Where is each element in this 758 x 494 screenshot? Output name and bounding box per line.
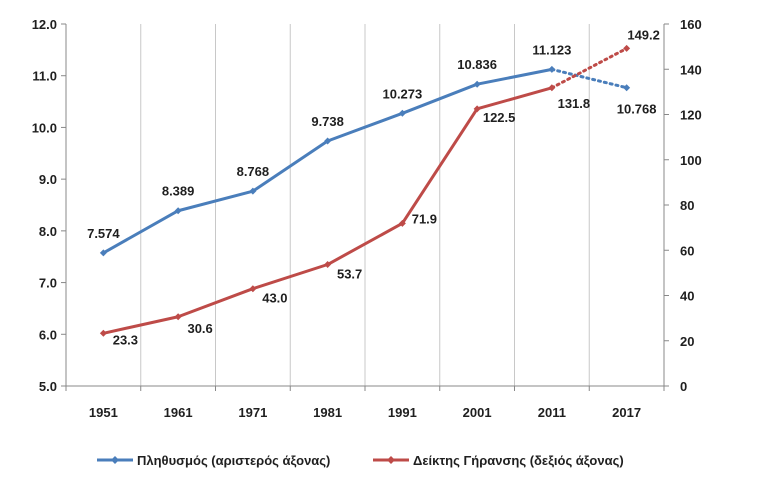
x-tick-label: 1981 (313, 405, 342, 420)
y-axis-right: 0 20 40 60 80 100 120 140 160 (664, 17, 702, 394)
data-label: 71.9 (412, 211, 437, 226)
y-left-tick-label: 7.0 (39, 276, 57, 291)
data-label: 8.389 (162, 184, 195, 199)
x-tick-label: 2011 (538, 405, 566, 420)
data-point (473, 105, 481, 113)
x-tick-label: 2001 (463, 405, 492, 420)
data-point (99, 329, 107, 337)
y-left-tick-label: 9.0 (39, 172, 57, 187)
data-label: 30.6 (187, 321, 212, 336)
data-point (473, 80, 481, 88)
data-label: 7.574 (87, 226, 120, 241)
data-label: 10.836 (457, 57, 497, 72)
data-point (623, 44, 631, 52)
data-point (324, 261, 332, 269)
y-left-tick-label: 10.0 (32, 120, 57, 135)
legend-item-aging-index: Δείκτης Γήρανσης (δεξιός άξονας) (373, 449, 624, 471)
data-point (249, 187, 257, 195)
data-label: 122.5 (483, 110, 516, 125)
x-tick-label: 2017 (612, 405, 641, 420)
data-point (174, 313, 182, 321)
data-label: 149.2 (627, 27, 660, 42)
y-right-tick-label: 20 (680, 334, 694, 349)
data-point (99, 249, 107, 257)
y-left-tick-label: 8.0 (39, 224, 57, 239)
y-left-tick-label: 12.0 (32, 17, 57, 32)
series-line-projection-1 (550, 46, 629, 90)
x-tick-label: 1971 (238, 405, 267, 420)
series-line-projection-0 (550, 67, 629, 90)
data-label: 23.3 (113, 332, 138, 347)
data-label: 9.738 (311, 114, 344, 129)
x-axis: 1951 1961 1971 1981 1991 2001 2011 2017 (65, 386, 665, 420)
y-right-tick-label: 100 (680, 153, 702, 168)
data-label: 8.768 (237, 164, 270, 179)
y-left-tick-label: 11.0 (32, 69, 57, 84)
y-axis-left: 5.0 6.0 7.0 8.0 9.0 10.0 11.0 12.0 (32, 17, 66, 394)
series-group: 7.574 8.389 8.768 9.738 10.273 10.836 11.123 10… (87, 27, 660, 347)
y-right-tick-label: 140 (680, 62, 702, 77)
data-label: 10.273 (382, 86, 422, 101)
data-point (324, 137, 332, 145)
gridlines (140, 24, 590, 386)
y-right-tick-label: 120 (680, 108, 702, 123)
data-label: 11.123 (532, 42, 571, 57)
legend-item-population: Πληθυσμός (αριστερός άξονας) (97, 449, 330, 471)
data-label: 10.768 (617, 102, 657, 117)
data-point (548, 65, 556, 73)
y-right-tick-label: 40 (680, 289, 694, 304)
legend-label-aging-index: Δείκτης Γήρανσης (δεξιός άξονας) (413, 452, 624, 468)
legend: Πληθυσμός (αριστερός άξονας) Δείκτης Γήρ… (0, 449, 758, 471)
legend-label-population: Πληθυσμός (αριστερός άξονας) (137, 452, 331, 468)
x-tick-label: 1951 (89, 405, 118, 420)
y-right-tick-label: 60 (680, 243, 694, 258)
data-label: 131.8 (558, 96, 591, 111)
data-point (174, 207, 182, 215)
data-point (623, 84, 631, 92)
data-point (548, 84, 556, 92)
y-right-tick-label: 160 (680, 17, 702, 32)
data-point (398, 109, 406, 117)
y-right-tick-label: 0 (680, 379, 687, 394)
data-point (249, 285, 257, 293)
legend-swatch-aging-index (373, 456, 409, 464)
data-point (398, 219, 406, 227)
data-label: 43.0 (262, 291, 287, 306)
legend-swatch-population (97, 456, 133, 464)
x-tick-label: 1961 (164, 405, 193, 420)
x-tick-label: 1991 (388, 405, 417, 420)
y-left-tick-label: 5.0 (39, 379, 57, 394)
y-right-tick-label: 80 (680, 198, 694, 213)
y-left-tick-label: 6.0 (39, 327, 57, 342)
data-label: 53.7 (337, 267, 362, 282)
